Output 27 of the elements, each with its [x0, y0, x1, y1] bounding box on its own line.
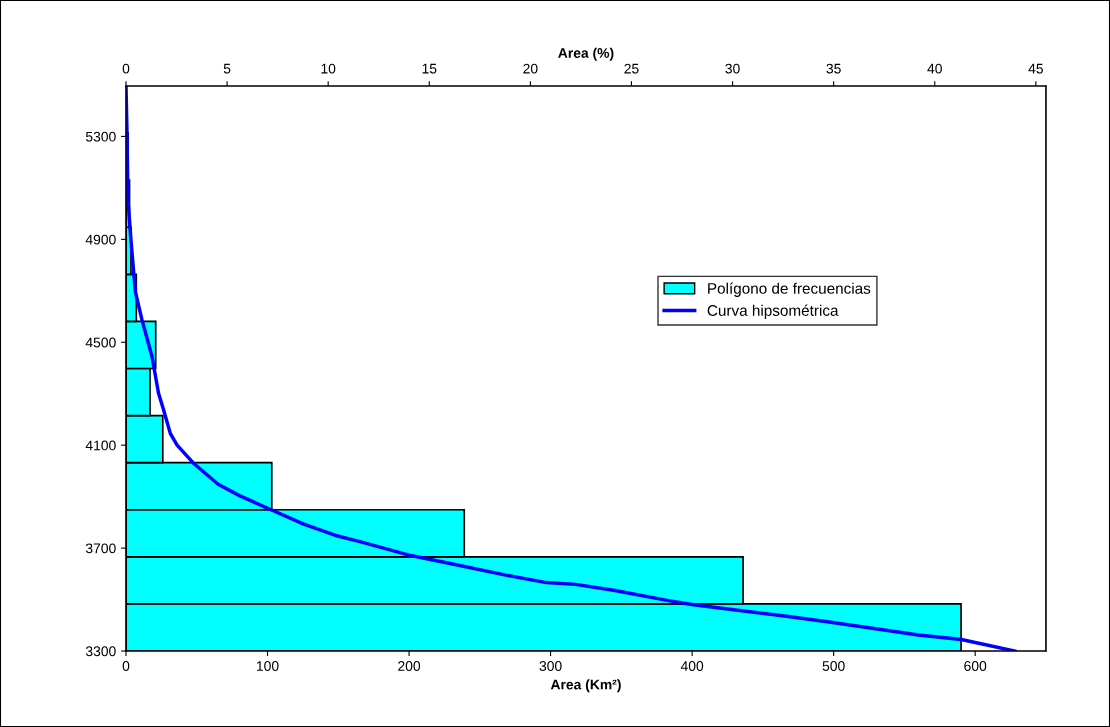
y-tick-label: 4100 — [85, 440, 116, 451]
x-axis-title: Area (Km²) — [550, 679, 621, 693]
x-tick-label: 600 — [964, 661, 987, 671]
x2-tick-label: 25 — [624, 63, 639, 74]
x2-tick-label: 35 — [826, 63, 841, 74]
x-tick-label: 500 — [822, 661, 845, 671]
y-tick-label: 3300 — [85, 646, 116, 657]
y-tick-label: 3700 — [85, 543, 116, 554]
legend-label: Polígono de frecuencias — [708, 282, 871, 297]
x2-tick-label: 10 — [321, 63, 336, 74]
x2-axis-title: Area (%) — [558, 47, 614, 61]
x-tick-label: 0 — [122, 661, 130, 671]
y-tick-label: 5300 — [85, 131, 116, 142]
x2-tick-label: 15 — [422, 63, 437, 74]
x2-tick-label: 45 — [1028, 63, 1043, 74]
x2-tick-label: 0 — [122, 63, 130, 74]
y-tick-label: 4500 — [85, 337, 116, 348]
x-tick-label: 300 — [539, 661, 562, 671]
x-tick-label: 400 — [680, 661, 704, 671]
y-tick-label: 4900 — [85, 234, 116, 245]
x2-tick-label: 40 — [927, 63, 942, 74]
x2-tick-label: 30 — [725, 63, 740, 74]
x2-tick-label: 5 — [223, 63, 231, 74]
x-tick-label: 100 — [256, 661, 279, 671]
x2-tick-label: 20 — [523, 63, 538, 74]
x-tick-label: 200 — [398, 661, 421, 671]
legend-label: Curva hipsométrica — [707, 304, 839, 319]
